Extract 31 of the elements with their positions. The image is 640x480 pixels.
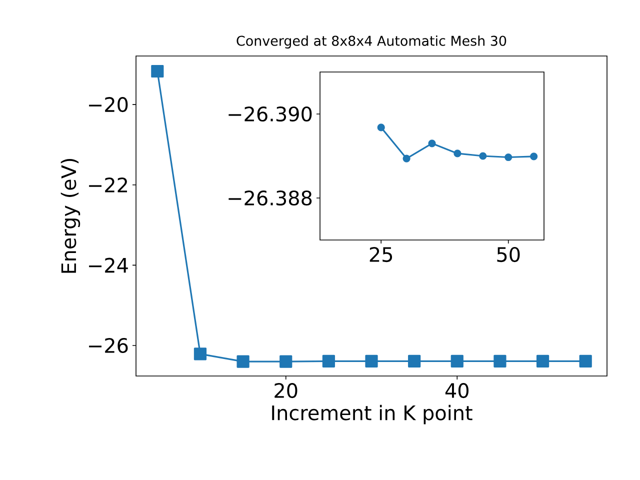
point: [530, 152, 538, 160]
y-axis-title: Energy (eV): [60, 158, 80, 273]
x-tick-label: 40: [445, 383, 468, 398]
point: [377, 124, 385, 132]
point: [579, 354, 592, 368]
y-tick-label: −24: [89, 258, 128, 273]
point: [151, 64, 164, 78]
point: [454, 150, 462, 158]
point: [322, 354, 335, 368]
point: [402, 154, 410, 162]
point: [194, 348, 207, 360]
point: [494, 354, 506, 368]
point: [236, 355, 250, 368]
y-tick-label: −26.388: [228, 190, 312, 206]
point: [536, 354, 550, 368]
x-axis-title: Increment in K point: [272, 404, 472, 424]
point: [408, 354, 421, 368]
point: [450, 354, 464, 368]
y-tick-label: −26.390: [228, 106, 312, 122]
point: [428, 140, 436, 148]
point: [280, 355, 292, 368]
point: [504, 153, 512, 162]
y-tick-label: −22: [89, 177, 127, 192]
x-tick-label: 20: [274, 383, 298, 398]
point: [365, 354, 378, 368]
y-tick-label: −26: [89, 338, 128, 354]
x-tick-label: 50: [497, 247, 520, 262]
chart-title: Converged at 8x8x4 Automatic Mesh 30: [236, 35, 506, 48]
x-tick-label: 25: [370, 247, 392, 262]
point: [479, 152, 487, 160]
y-tick-label: −20: [89, 97, 128, 112]
